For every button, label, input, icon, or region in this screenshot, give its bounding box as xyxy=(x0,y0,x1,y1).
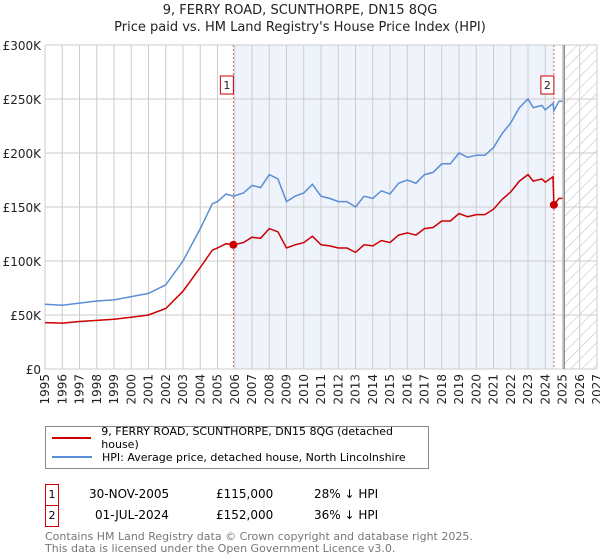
y-tick-label: £150K xyxy=(3,201,43,215)
y-tick-label: £0 xyxy=(26,363,41,377)
x-tick-label: 2000 xyxy=(124,374,138,405)
x-tick-label: 2012 xyxy=(331,374,345,405)
sale-marker-label: 2 xyxy=(544,79,551,92)
x-tick-label: 2010 xyxy=(297,374,311,405)
legend: 9, FERRY ROAD, SCUNTHORPE, DN15 8QG (det… xyxy=(45,425,429,469)
sale-point xyxy=(549,200,558,209)
x-tick-label: 2027 xyxy=(590,374,600,405)
x-tick-label: 2017 xyxy=(418,374,432,405)
footer-licence: This data is licensed under the Open Gov… xyxy=(45,542,396,555)
x-tick-label: 2020 xyxy=(469,374,483,405)
x-tick-label: 2002 xyxy=(159,374,173,405)
chart-title: 9, FERRY ROAD, SCUNTHORPE, DN15 8QG xyxy=(162,3,438,18)
price-chart: 1995 1996 1997 1998 1999 2000 2001 2002 2003 2004… xyxy=(3,39,600,405)
x-tick-label: 2005 xyxy=(211,374,225,405)
y-tick-label: £250K xyxy=(3,93,43,107)
footer-copyright: Contains HM Land Registry data © Crown c… xyxy=(45,530,473,543)
x-tick-label: 2001 xyxy=(142,374,156,405)
x-tick-label: 2014 xyxy=(366,374,380,405)
x-tick-label: 2007 xyxy=(245,374,259,405)
sale-marker-badge: 2 xyxy=(45,505,59,527)
x-tick-label: 2021 xyxy=(487,374,501,405)
hpi-line xyxy=(44,97,563,307)
sale-price: £152,000 xyxy=(216,508,274,522)
sale-marker-label: 1 xyxy=(223,79,230,92)
y-tick-label: £200K xyxy=(3,147,43,161)
sale-marker-badge: 1 xyxy=(45,484,59,506)
x-tick-label: 2006 xyxy=(228,374,242,405)
y-tick-label: £50K xyxy=(10,309,42,323)
x-tick-label: 2024 xyxy=(538,374,552,405)
legend-swatch-blue xyxy=(52,456,92,458)
x-tick-label: 2004 xyxy=(193,374,207,405)
x-tick-label: 2016 xyxy=(400,374,414,405)
x-tick-label: 1997 xyxy=(73,374,87,405)
y-tick-label: £300K xyxy=(3,39,43,53)
property-price-line xyxy=(44,173,563,324)
x-tick-label: 2011 xyxy=(314,374,328,405)
sale-hpi-diff: 36% ↓ HPI xyxy=(314,508,379,522)
x-tick-label: 2022 xyxy=(504,374,518,405)
chart-subtitle: Price paid vs. HM Land Registry's House … xyxy=(114,20,486,35)
sale-marker-box xyxy=(219,75,234,95)
x-tick-label: 2015 xyxy=(383,374,397,405)
sale-hpi-diff: 28% ↓ HPI xyxy=(314,487,379,501)
x-tick-label: 2009 xyxy=(280,374,294,405)
sale-date: 01-JUL-2024 xyxy=(95,508,169,522)
sale-point xyxy=(229,240,238,249)
x-tick-label: 2025 xyxy=(556,374,570,405)
legend-label-property: 9, FERRY ROAD, SCUNTHORPE, DN15 8QG (det… xyxy=(101,425,393,451)
sale-price: £115,000 xyxy=(216,487,274,501)
sale-marker-box xyxy=(540,75,555,95)
x-tick-label: 1999 xyxy=(107,374,121,405)
x-tick-label: 2013 xyxy=(349,374,363,405)
x-tick-label: 1995 xyxy=(38,374,52,405)
x-tick-label: 2019 xyxy=(452,374,466,405)
x-tick-label: 2018 xyxy=(435,374,449,405)
x-tick-label: 1996 xyxy=(55,374,69,405)
legend-swatch-red xyxy=(52,437,92,439)
y-tick-label: £100K xyxy=(3,255,43,269)
x-tick-label: 1998 xyxy=(90,374,104,405)
sale-date: 30-NOV-2005 xyxy=(89,487,170,501)
x-tick-label: 2003 xyxy=(176,374,190,405)
x-tick-label: 2026 xyxy=(573,374,587,405)
x-tick-label: 2023 xyxy=(521,374,535,405)
legend-label-hpi: HPI: Average price, detached house, Nort… xyxy=(102,450,406,464)
x-tick-label: 2008 xyxy=(262,374,276,405)
